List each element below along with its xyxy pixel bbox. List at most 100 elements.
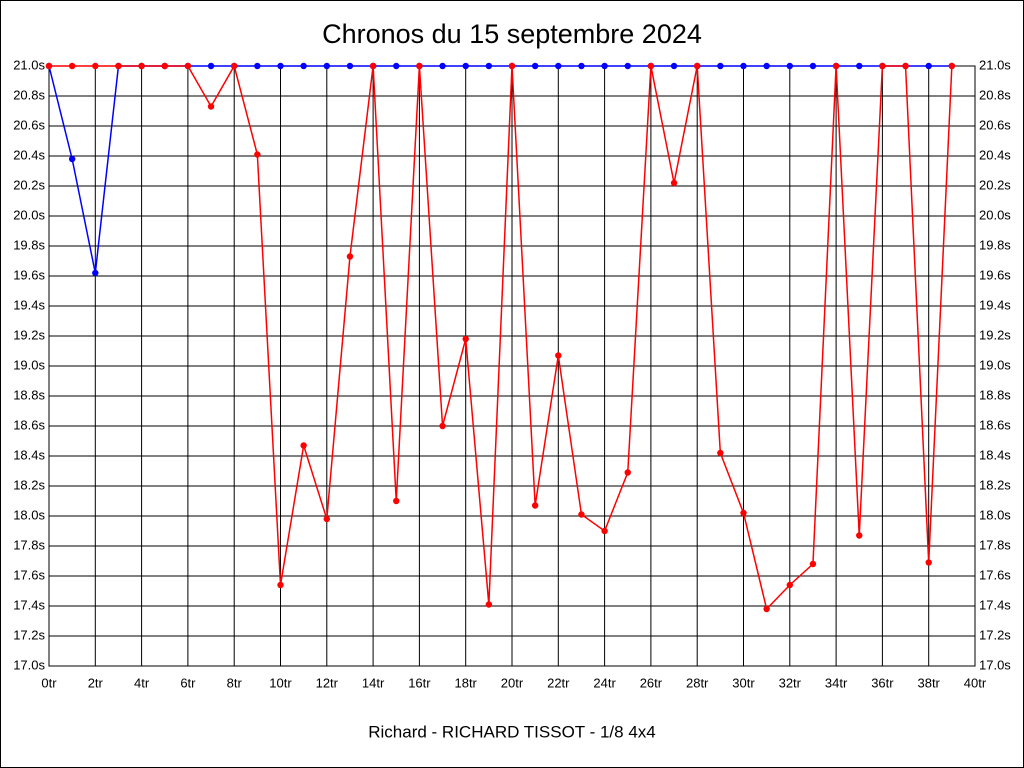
series-line (48, 65, 952, 274)
point (624, 469, 631, 476)
point (578, 62, 585, 70)
point (485, 62, 493, 70)
y2-tick-label: 18.6s (979, 417, 1011, 432)
point (717, 62, 724, 70)
y2-tick-label: 17.8s (979, 537, 1011, 552)
y2-tick-label: 18.4s (979, 447, 1011, 462)
point (948, 62, 956, 70)
point (369, 62, 377, 70)
point (694, 62, 701, 70)
point (856, 62, 863, 70)
point (555, 352, 562, 359)
point (462, 62, 469, 70)
y2-tick-label: 20.2s (979, 177, 1011, 192)
point (161, 62, 168, 70)
x-tick-label: 2tr (88, 675, 104, 690)
point (300, 442, 307, 449)
chart-title: Chronos du 15 septembre 2024 (322, 19, 702, 49)
x-tick-label: 34tr (825, 675, 848, 690)
y-tick-label: 17.2s (13, 627, 45, 642)
point (902, 62, 909, 70)
point (277, 581, 284, 589)
point (323, 62, 330, 70)
point (115, 62, 122, 70)
y-tick-label: 21.0s (13, 57, 45, 72)
x-tick-label: 22tr (547, 675, 570, 690)
series-line (49, 64, 953, 611)
point (439, 62, 446, 70)
y-tick-label: 19.8s (13, 237, 45, 252)
point (555, 62, 562, 70)
y-tick-label: 20.8s (13, 87, 45, 102)
point (508, 62, 516, 70)
y-tick-label: 19.0s (13, 357, 45, 372)
point (578, 511, 585, 518)
y2-tick-label: 17.4s (979, 597, 1011, 612)
y2-tick-label: 20.4s (979, 147, 1011, 162)
y-tick-label: 20.6s (13, 117, 45, 132)
y-tick-label: 17.8s (13, 537, 45, 552)
point (601, 62, 608, 70)
point (68, 155, 76, 163)
y-tick-label: 19.4s (13, 297, 45, 312)
y-tick-label: 18.4s (13, 447, 45, 462)
point (393, 497, 400, 505)
point (277, 62, 284, 70)
y2-tick-label: 19.8s (979, 237, 1011, 252)
point (45, 62, 53, 70)
y-tick-label: 20.0s (13, 207, 45, 222)
point (740, 62, 747, 70)
point (231, 62, 238, 70)
x-tick-label: 26tr (640, 675, 663, 690)
point (809, 560, 817, 568)
y2-tick-label: 21.0s (979, 57, 1011, 72)
point (786, 581, 793, 589)
y-tick-label: 19.6s (13, 267, 45, 282)
x-tick-label: 30tr (732, 675, 755, 690)
point (670, 62, 678, 70)
x-tick-label: 20tr (501, 675, 524, 690)
point (786, 62, 793, 70)
point (138, 62, 145, 70)
x-axis-label: Richard - RICHARD TISSOT - 1/8 4x4 (368, 722, 656, 741)
point (184, 62, 192, 70)
y2-tick-label: 18.8s (979, 387, 1011, 402)
x-tick-label: 32tr (779, 675, 802, 690)
y2-tick-label: 19.0s (979, 357, 1011, 372)
point (92, 62, 99, 70)
point (832, 62, 840, 70)
x-tick-label: 4tr (134, 675, 150, 690)
x-tick-label: 38tr (917, 675, 940, 690)
y-tick-label: 18.2s (13, 477, 45, 492)
x-tick-label: 40tr (964, 675, 987, 690)
y2-tick-label: 17.6s (979, 567, 1011, 582)
x-tick-label: 14tr (362, 675, 385, 690)
y-tick-label: 20.2s (13, 177, 45, 192)
point (439, 422, 446, 430)
x-tick-label: 8tr (227, 675, 243, 690)
x-tick-label: 12tr (316, 675, 339, 690)
point (207, 62, 215, 70)
x-tick-label: 16tr (408, 675, 431, 690)
x-tick-label: 28tr (686, 675, 709, 690)
y2-tick-label: 20.8s (979, 87, 1011, 102)
point (925, 559, 932, 566)
x-tick-label: 24tr (593, 675, 616, 690)
point (393, 62, 400, 70)
y2-tick-label: 18.0s (979, 507, 1011, 522)
y2-tick-label: 19.4s (979, 297, 1011, 312)
y-tick-label: 18.6s (13, 417, 45, 432)
point (300, 62, 307, 70)
point (254, 62, 261, 70)
point (346, 253, 354, 260)
y-tick-label: 19.2s (13, 327, 45, 342)
x-tick-label: 36tr (871, 675, 894, 690)
x-tick-label: 18tr (454, 675, 477, 690)
point (531, 62, 539, 70)
y2-tick-label: 17.0s (979, 657, 1011, 672)
point (763, 62, 770, 70)
x-tick-label: 0tr (41, 675, 57, 690)
point (763, 605, 770, 613)
point (717, 449, 724, 457)
